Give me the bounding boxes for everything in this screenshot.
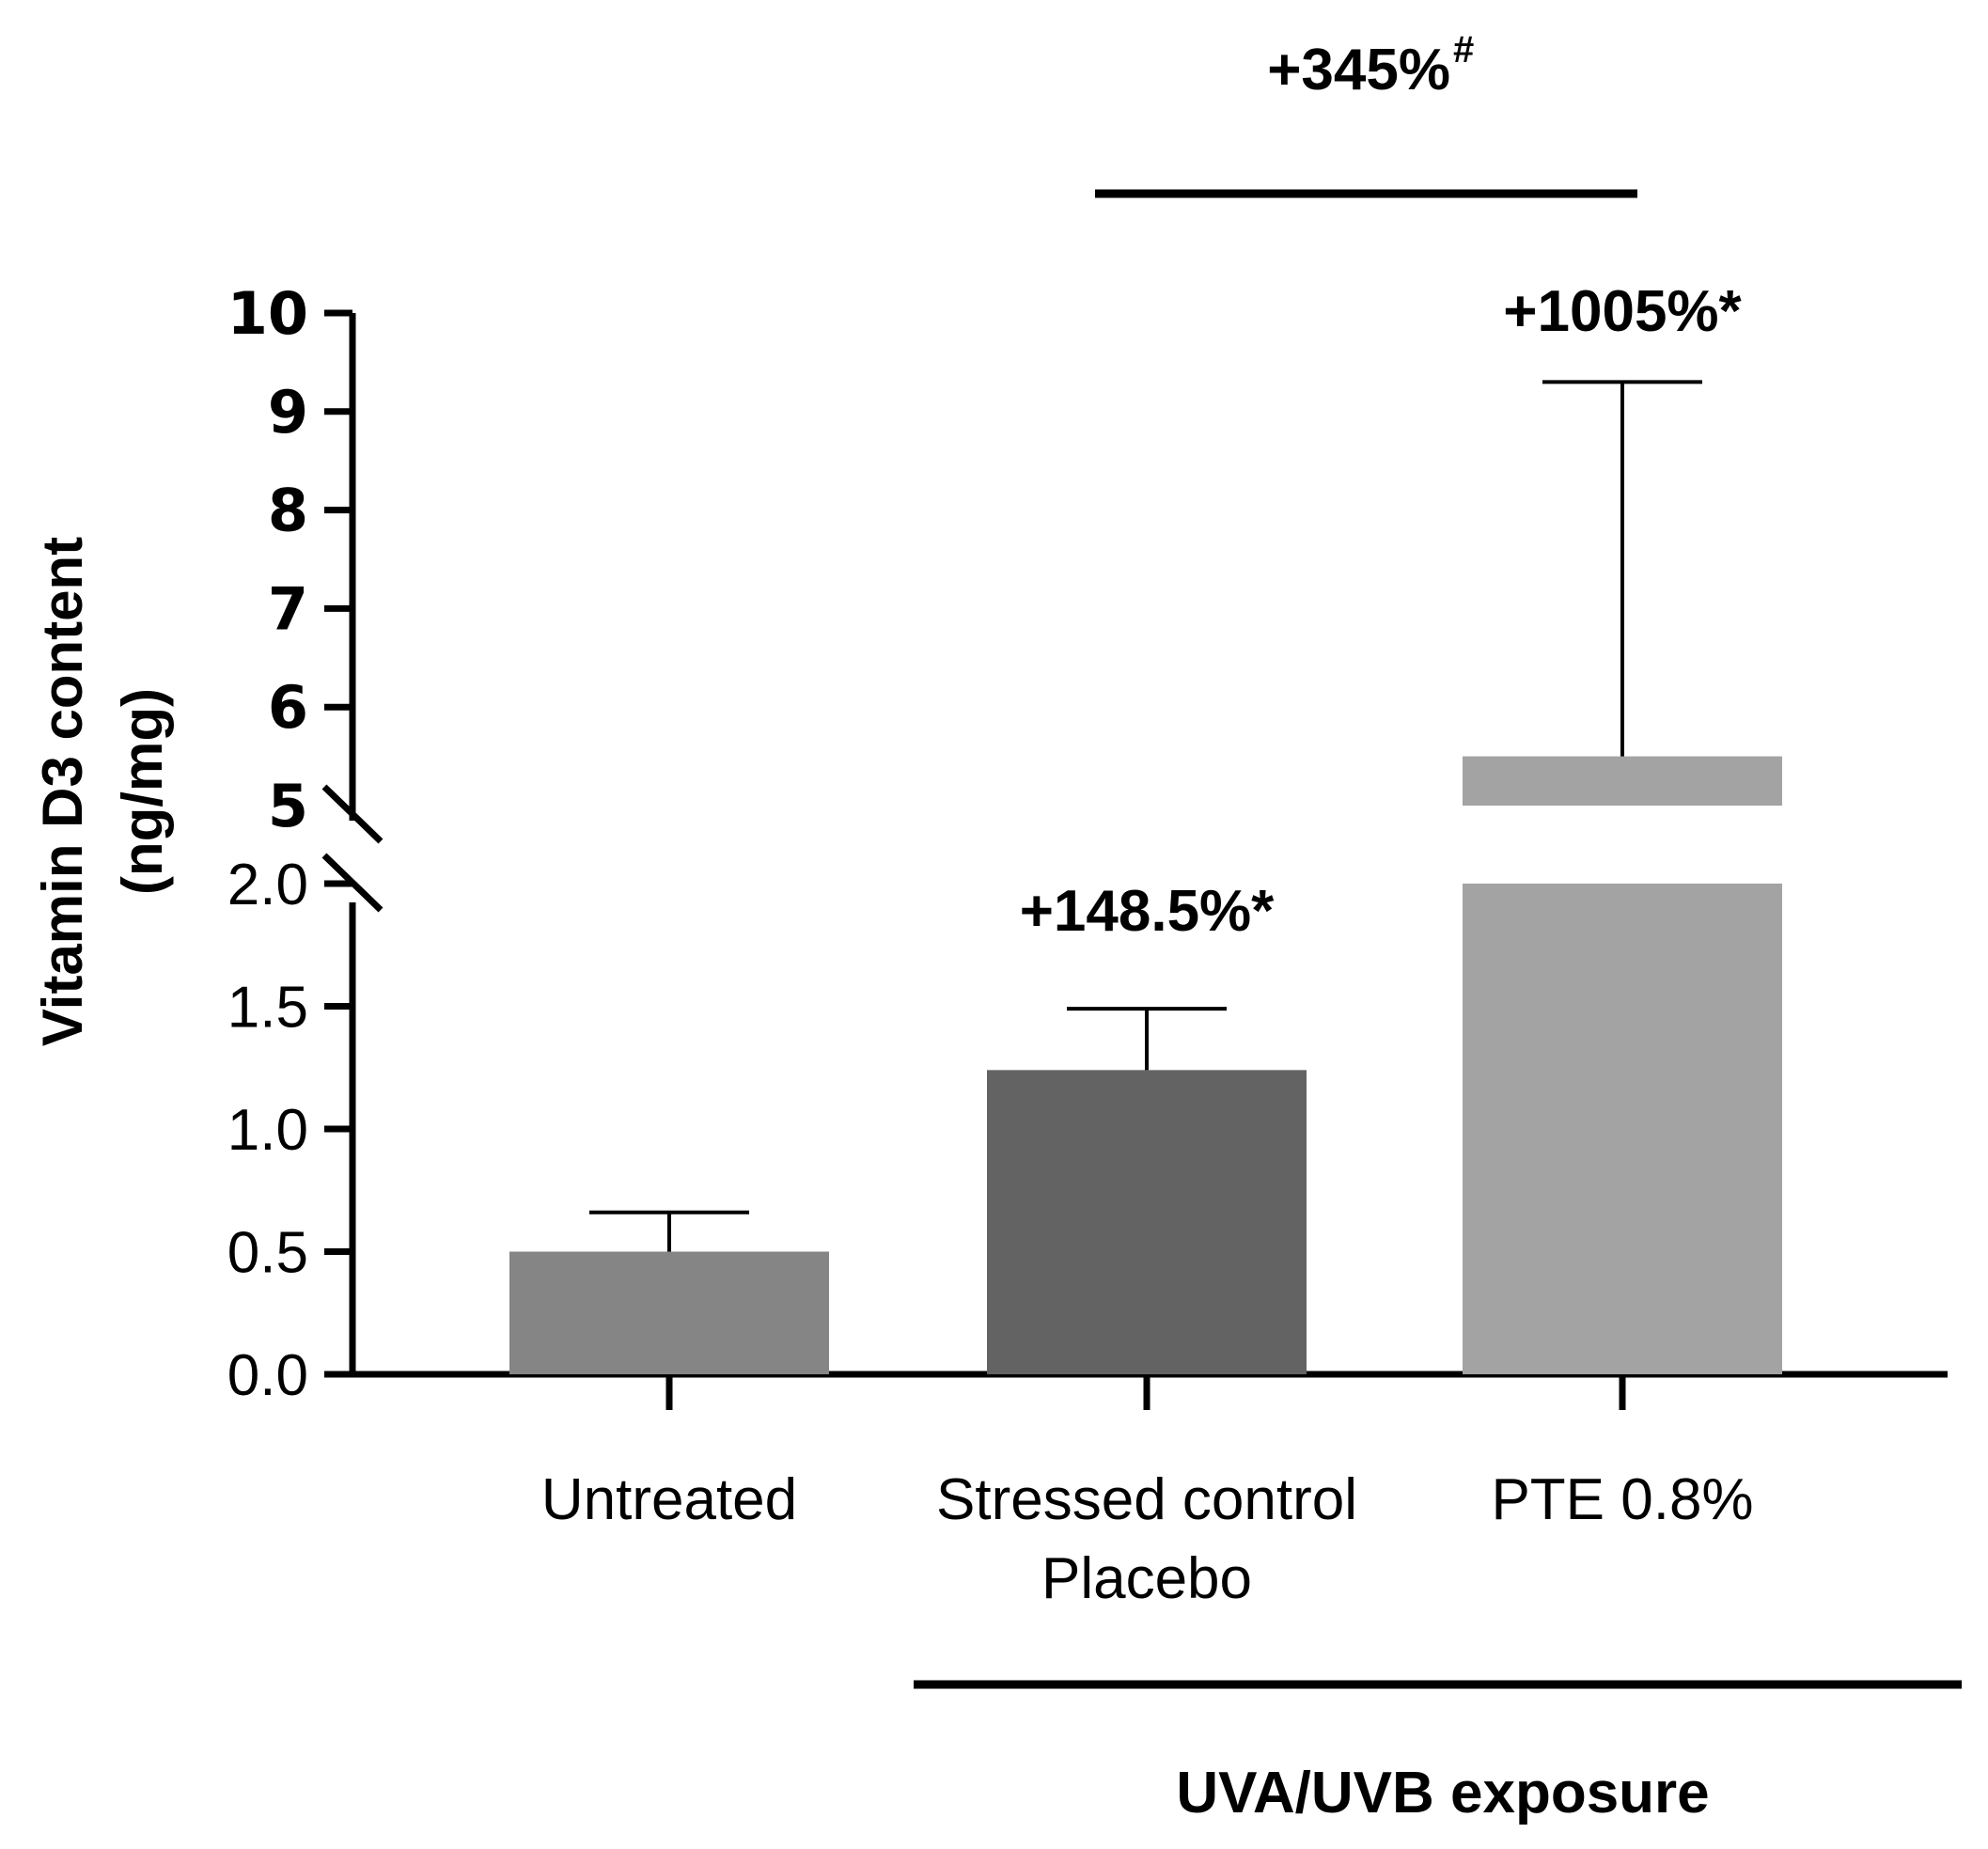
x-label-pte-0-8: PTE 0.8% (1491, 1467, 1753, 1532)
y-tick-label-upper: 9 (268, 378, 308, 447)
error-bar-untreated (589, 1210, 749, 1252)
bar-pte-0-8-lower-segment (1463, 884, 1782, 1374)
bar-stressed-control-placebo (987, 1070, 1307, 1374)
y-tick-label-lower: 2.0 (227, 853, 308, 917)
y-tick-label-lower: 0.5 (227, 1221, 308, 1286)
y-ticks-upper: 5 6 7 8 9 10 (227, 279, 352, 840)
annotation-bracket-percent: +345% (1267, 38, 1450, 102)
y-ticks-lower: 0.0 0.5 1.0 1.5 2.0 (227, 853, 352, 1408)
y-tick-label-lower: 0.0 (227, 1343, 308, 1408)
annotation-bracket-hash: # (1453, 29, 1474, 71)
y-tick-label-upper: 8 (268, 477, 308, 545)
y-tick-label-lower: 1.0 (227, 1098, 308, 1163)
y-axis-title-line1: Vitamin D3 content (31, 537, 94, 1046)
x-label-stressed-control: Stressed control (936, 1467, 1357, 1532)
y-tick-label-upper: 10 (227, 279, 308, 348)
annotation-stressed-percent: +148.5%* (1020, 879, 1275, 944)
bar-pte-0-8-upper-segment (1463, 756, 1782, 806)
group-label-uva-uvb: UVA/UVB exposure (1176, 1761, 1709, 1825)
bar-untreated (509, 1251, 829, 1374)
annotation-pte-percent: +1005%* (1503, 279, 1742, 344)
y-axis-title-line2: (ng/mg) (111, 688, 174, 895)
y-tick-label-lower: 1.5 (227, 976, 308, 1041)
y-tick-label-upper: 7 (268, 574, 308, 643)
x-label-placebo: Placebo (1041, 1546, 1252, 1611)
y-tick-label-upper: 5 (268, 772, 308, 840)
error-bar-pte-0-8 (1542, 380, 1702, 757)
x-ticks (665, 1374, 1626, 1410)
error-bar-stressed-control-placebo (1067, 1007, 1227, 1071)
y-tick-label-upper: 6 (268, 673, 308, 742)
axis-break-mark-upper (321, 784, 384, 844)
x-label-untreated: Untreated (541, 1467, 797, 1532)
